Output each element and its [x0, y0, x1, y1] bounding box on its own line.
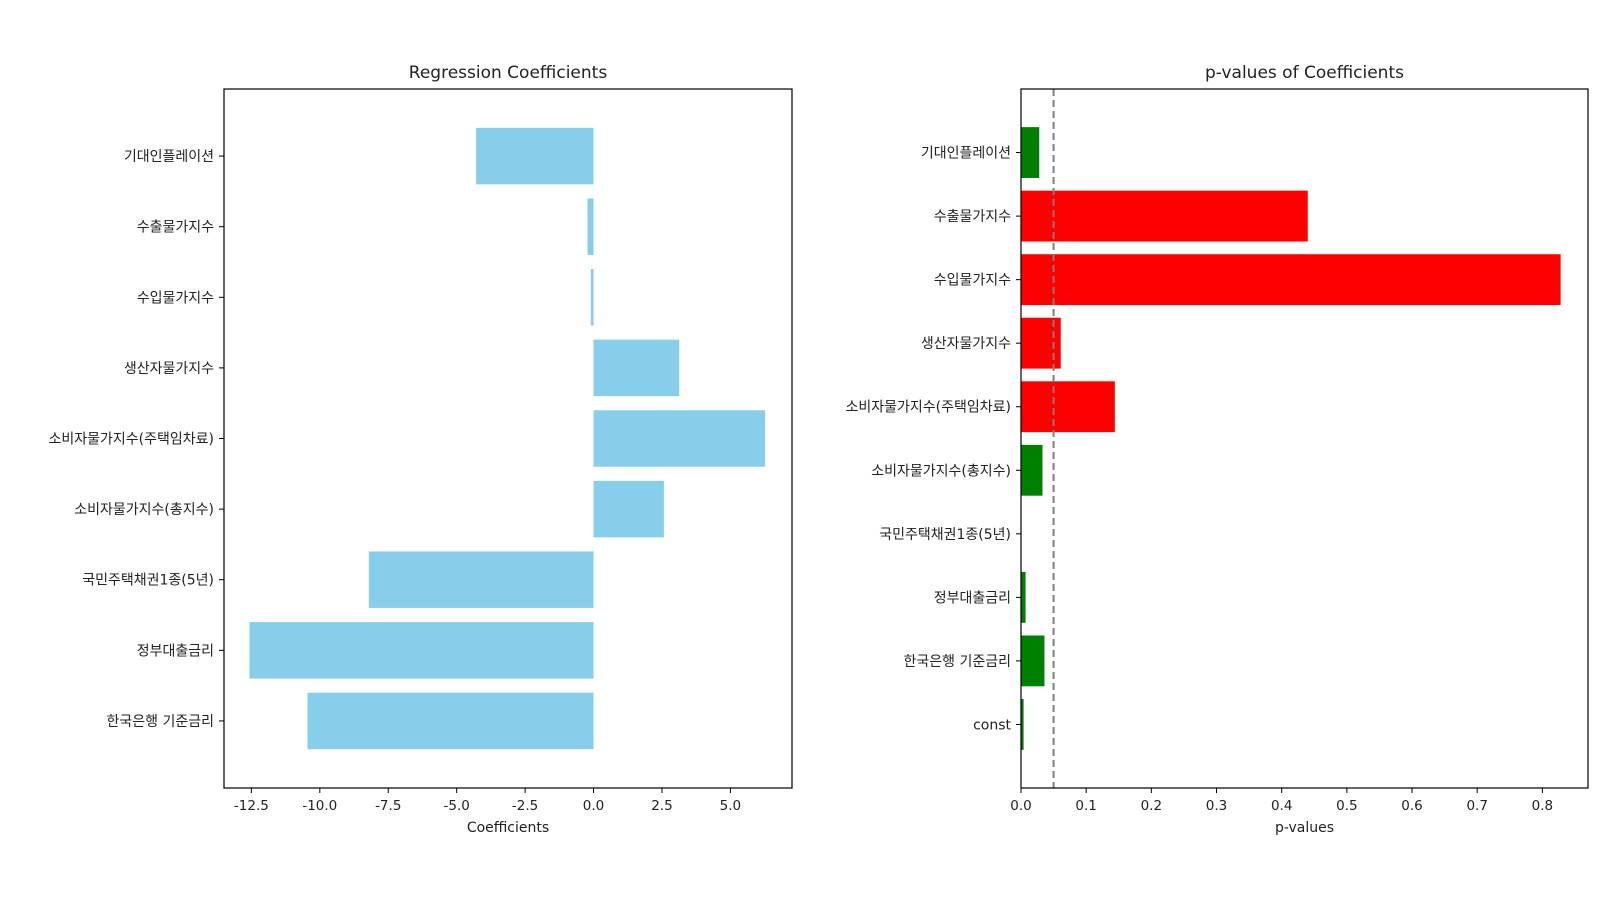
- y-tick-label: 생산자물가지수: [124, 361, 214, 377]
- bar: [307, 693, 593, 749]
- x-tick-label: 0.5: [1336, 798, 1357, 814]
- bar: [1021, 445, 1043, 496]
- bar: [594, 410, 766, 466]
- x-tick-label: 0.8: [1532, 798, 1553, 814]
- coefficients-chart: 한국은행 기준금리 정부대출금리 국민주택채권1종(5년) 소비자물가지수(총지수) 소…: [49, 63, 792, 836]
- bar: [476, 128, 593, 184]
- bar: [1021, 127, 1039, 178]
- bar: [1021, 254, 1561, 305]
- y-tick-label: 소비자물가지수(총지수): [74, 502, 214, 518]
- x-tick-label: 0.2: [1141, 798, 1162, 814]
- bar: [594, 481, 664, 537]
- y-tick-label: 한국은행 기준금리: [904, 654, 1012, 670]
- y-tick-label: const: [973, 717, 1011, 733]
- x-tick-label: -10.0: [302, 798, 337, 814]
- x-axis-label: p-values: [1275, 820, 1334, 836]
- y-tick-label: 기대인플레이션: [921, 146, 1011, 162]
- x-tick-label: 0.3: [1206, 798, 1227, 814]
- y-tick-label: 소비자물가지수(주택임차료): [846, 400, 1011, 416]
- y-tick-label: 소비자물가지수(총지수): [871, 463, 1011, 479]
- x-tick-label: 0.4: [1271, 798, 1292, 814]
- x-tick-label: 0.0: [1010, 798, 1031, 814]
- chart-title: Regression Coefficients: [409, 63, 608, 83]
- bar: [1021, 572, 1026, 623]
- bar: [594, 340, 680, 396]
- bar: [1021, 318, 1061, 369]
- y-tick-label: 생산자물가지수: [921, 336, 1011, 352]
- x-tick-label: -5.0: [444, 798, 470, 814]
- y-tick-label: 국민주택채권1종(5년): [82, 573, 214, 589]
- bar: [249, 622, 593, 678]
- bar: [588, 198, 594, 254]
- x-axis-label: Coefficients: [467, 820, 549, 836]
- x-tick-label: 5.0: [720, 798, 741, 814]
- y-tick-label: 한국은행 기준금리: [107, 714, 215, 730]
- chart-title: p-values of Coefficients: [1205, 63, 1404, 83]
- x-tick-label: -2.5: [512, 798, 538, 814]
- bar: [1021, 635, 1044, 686]
- pvalues-chart: const 한국은행 기준금리 정부대출금리 국민주택채권1종(5년) 소비자물가지수(…: [846, 63, 1588, 836]
- bar: [1021, 381, 1115, 432]
- x-tick-label: 0.0: [583, 798, 604, 814]
- x-tick-label: 2.5: [651, 798, 672, 814]
- bar: [369, 551, 594, 607]
- y-tick-label: 기대인플레이션: [124, 149, 214, 165]
- y-tick-label: 수출물가지수: [137, 220, 214, 236]
- bar: [1021, 191, 1308, 242]
- x-tick-label: -7.5: [375, 798, 401, 814]
- y-tick-label: 국민주택채권1종(5년): [879, 527, 1011, 543]
- x-tick-label: 0.7: [1466, 798, 1487, 814]
- bar: [591, 269, 594, 325]
- x-tick-label: 0.1: [1075, 798, 1096, 814]
- y-tick-label: 정부대출금리: [137, 643, 214, 659]
- x-tick-label: -12.5: [234, 798, 269, 814]
- y-tick-label: 소비자물가지수(주택임차료): [49, 432, 214, 448]
- x-tick-label: 0.6: [1401, 798, 1422, 814]
- y-tick-label: 수입물가지수: [137, 290, 214, 306]
- y-tick-label: 정부대출금리: [934, 590, 1011, 606]
- y-tick-label: 수출물가지수: [934, 209, 1011, 225]
- y-tick-label: 수입물가지수: [934, 273, 1011, 289]
